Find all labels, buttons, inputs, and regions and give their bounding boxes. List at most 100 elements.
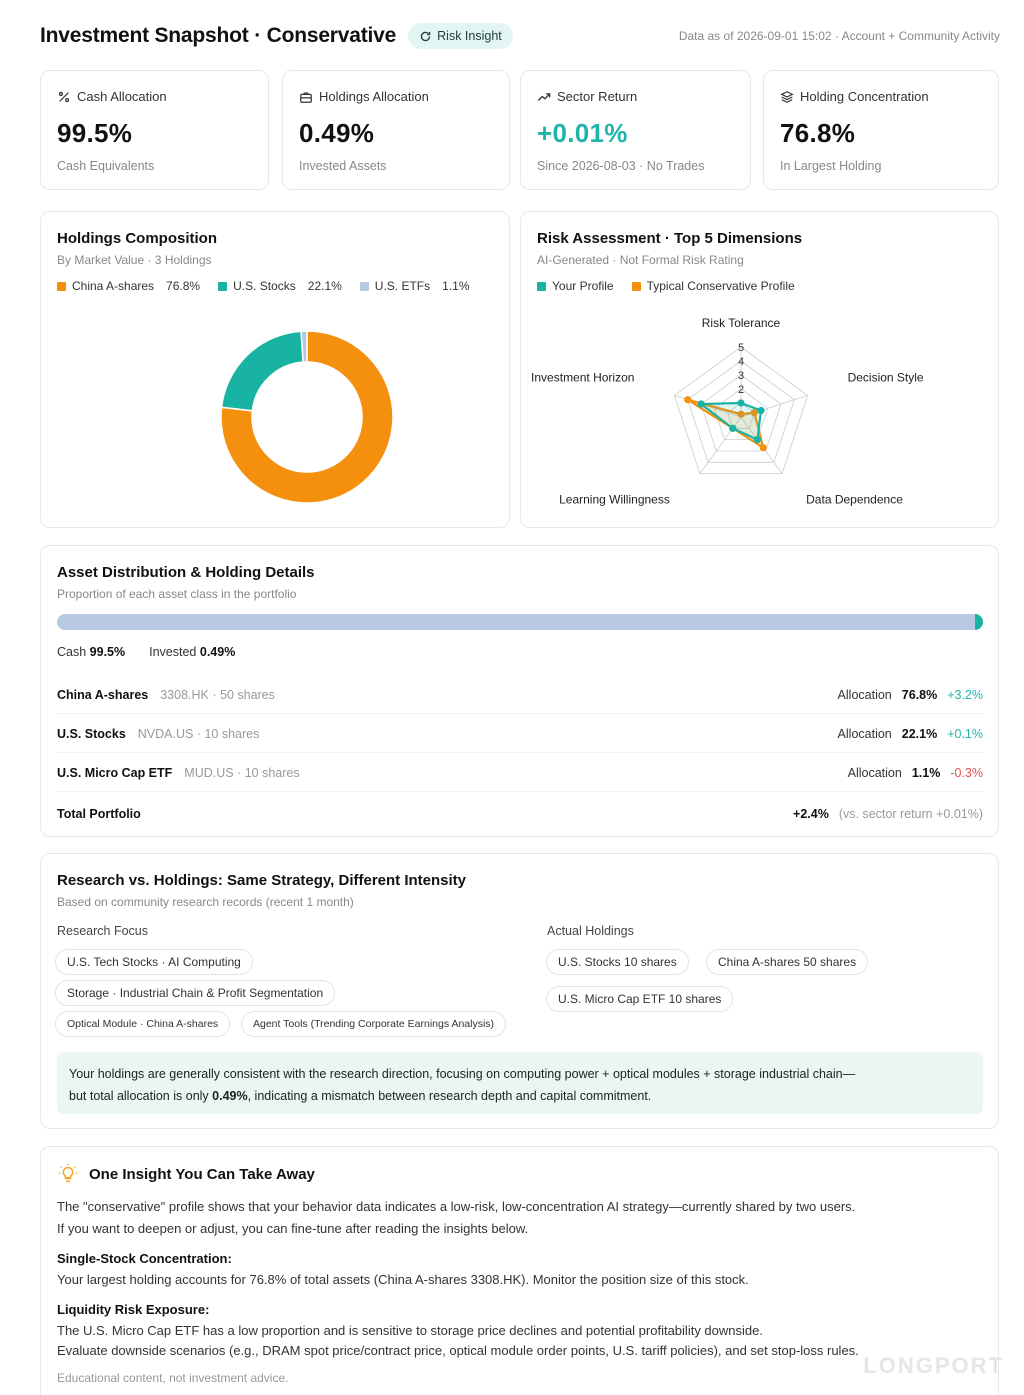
legend-swatch (57, 281, 66, 291)
cash-value: 99.5% (89, 645, 126, 659)
chip-research-0[interactable]: U.S. Tech Stocks · AI Computing (55, 949, 253, 975)
chip-label: China A-shares 50 shares (706, 949, 869, 975)
insight-liquidity-text-2: Evaluate downside scenarios (e.g., DRAM … (57, 1343, 859, 1358)
radar-tick-label: 3 (738, 370, 744, 382)
legend-value: 76.8% (166, 279, 201, 293)
insight-heading-concentration: Single-Stock Concentration: (57, 1251, 232, 1266)
radar-axis-label: Risk Tolerance (702, 316, 781, 330)
legend-item: Your Profile (537, 279, 614, 293)
holding-ticker: MUD.US · 10 shares (184, 765, 300, 780)
allocation-value: 22.1% (901, 726, 938, 741)
total-value: +2.4% (793, 807, 829, 821)
radar-tick-label: 2 (738, 384, 744, 396)
kpi-card-cash: Cash Allocation 99.5% Cash Equivalents (40, 70, 269, 190)
chip-holding-2[interactable]: U.S. Micro Cap ETF 10 shares (546, 986, 734, 1012)
risk-assessment-card: Risk Assessment · Top 5 Dimensions AI-Ge… (520, 211, 999, 528)
kpi-label: Holding Concentration (800, 89, 929, 104)
chip-holding-0[interactable]: U.S. Stocks 10 shares (546, 949, 689, 975)
radar-point (753, 436, 762, 444)
allocation-split: Cash 99.5% Invested 0.49% (57, 645, 235, 659)
insight-title: One Insight You Can Take Away (89, 1165, 315, 1183)
actual-holdings-label: Actual Holdings (547, 924, 634, 938)
cash-split: Cash 99.5% (57, 645, 125, 659)
radar-point (759, 443, 767, 452)
holding-name: China A-shares (57, 687, 149, 702)
legend-item: U.S. ETFs 1.1% (359, 279, 470, 293)
kpi-sub: In Largest Holding (780, 159, 882, 173)
data-as-of: Data as of 2026-09-01 15:02 · Account + … (678, 29, 1000, 43)
trend-up-icon (537, 92, 551, 101)
research-title: Research vs. Holdings: Same Strategy, Di… (57, 872, 467, 889)
callout-line-1: Your holdings are generally consistent w… (69, 1067, 856, 1081)
radar-axis-label: Data Dependence (806, 493, 903, 507)
distribution-subtitle: Proportion of each asset class in the po… (57, 587, 297, 601)
total-row: Total Portfolio +2.4% (vs. sector return… (57, 795, 983, 833)
radar-point (737, 399, 745, 407)
allocation-label: Allocation (847, 765, 902, 780)
legend-label: U.S. ETFs (374, 279, 431, 293)
kpi-value: +0.01% (537, 118, 628, 148)
badge-label: Risk Insight (437, 29, 502, 43)
insight-card: One Insight You Can Take Away The "conse… (40, 1146, 999, 1395)
legend-label: U.S. Stocks (233, 279, 296, 293)
holding-row[interactable]: U.S. Stocks NVDA.US · 10 shares Allocati… (57, 715, 983, 753)
total-label: Total Portfolio (57, 807, 141, 821)
kpi-label: Holdings Allocation (319, 89, 429, 104)
chip-research-3[interactable]: Agent Tools (Trending Corporate Earnings… (241, 1011, 507, 1037)
radar-grid-ring (700, 374, 782, 452)
insight-concentration-text: Your largest holding accounts for 76.8% … (57, 1272, 749, 1287)
radar-grid-ring (687, 360, 795, 463)
legend-value: 1.1% (442, 279, 470, 293)
layers-icon (780, 90, 794, 103)
holding-row[interactable]: U.S. Micro Cap ETF MUD.US · 10 shares Al… (57, 754, 983, 792)
chip-research-2[interactable]: Optical Module · China A-shares (55, 1011, 231, 1037)
page-title: Investment Snapshot · Conservative (40, 24, 397, 47)
radar-point (684, 396, 692, 404)
holding-ticker: NVDA.US · 10 shares (137, 726, 260, 741)
insight-heading-liquidity: Liquidity Risk Exposure: (57, 1302, 210, 1317)
research-callout: Your holdings are generally consistent w… (57, 1052, 983, 1114)
legend-swatch (631, 281, 641, 291)
invested-label: Invested (149, 645, 197, 659)
total-note: (vs. sector return +0.01%) (838, 807, 983, 821)
allocation-value: 76.8% (901, 687, 938, 702)
asset-distribution-card: Asset Distribution & Holding Details Pro… (40, 545, 999, 837)
composition-legend: China A-shares 76.8% U.S. Stocks 22.1% U.S… (57, 279, 493, 293)
lightbulb-icon (58, 1163, 78, 1183)
risk-legend: Your Profile Typical Conservative Profil… (537, 279, 982, 293)
page-header: Investment Snapshot · Conservative Risk … (40, 18, 1000, 54)
disclaimer: Educational content, not investment advi… (57, 1371, 289, 1385)
holdings-donut-chart (220, 330, 394, 504)
research-vs-holdings-card: Research vs. Holdings: Same Strategy, Di… (40, 853, 999, 1129)
legend-swatch (218, 281, 228, 291)
kpi-card-concentration: Holding Concentration 76.8% In Largest H… (763, 70, 999, 190)
research-focus-label: Research Focus (57, 924, 149, 938)
risk-title: Risk Assessment · Top 5 Dimensions (537, 230, 803, 247)
allocation-bar-invested (974, 614, 983, 630)
radar-axis-label: Decision Style (848, 370, 924, 384)
kpi-sub: Cash Equivalents (57, 159, 155, 173)
chip-holding-1[interactable]: China A-shares 50 shares (706, 949, 869, 975)
kpi-label: Cash Allocation (77, 89, 167, 104)
kpi-card-holdings: Holdings Allocation 0.49% Invested Asset… (282, 70, 510, 190)
kpi-label: Sector Return (557, 89, 638, 104)
kpi-sub: Invested Assets (299, 159, 387, 173)
callout-line-2: but total allocation is only 0.49%, indi… (69, 1085, 971, 1107)
holding-row[interactable]: China A-shares 3308.HK · 50 shares Alloc… (57, 676, 983, 714)
composition-title: Holdings Composition (57, 230, 217, 247)
risk-insight-badge[interactable]: Risk Insight (408, 23, 513, 49)
chip-label: U.S. Micro Cap ETF 10 shares (546, 986, 734, 1012)
insight-liquidity-text-1: The U.S. Micro Cap ETF has a low proport… (57, 1323, 763, 1338)
chip-label: U.S. Tech Stocks · AI Computing (55, 949, 253, 975)
legend-item: U.S. Stocks 22.1% (218, 279, 342, 293)
risk-subtitle: AI-Generated · Not Formal Risk Rating (537, 253, 744, 267)
legend-label: China A-shares (72, 279, 155, 293)
kpi-value: 76.8% (780, 118, 856, 148)
insight-intro-2: If you want to deepen or adjust, you can… (57, 1221, 529, 1236)
radar-grid-ring (713, 388, 769, 441)
briefcase-icon (300, 91, 312, 103)
chip-label: U.S. Stocks 10 shares (546, 949, 689, 975)
chip-research-1[interactable]: Storage · Industrial Chain & Profit Segm… (55, 980, 336, 1006)
legend-item: Typical Conservative Profile (631, 279, 795, 293)
refresh-icon (420, 31, 431, 41)
